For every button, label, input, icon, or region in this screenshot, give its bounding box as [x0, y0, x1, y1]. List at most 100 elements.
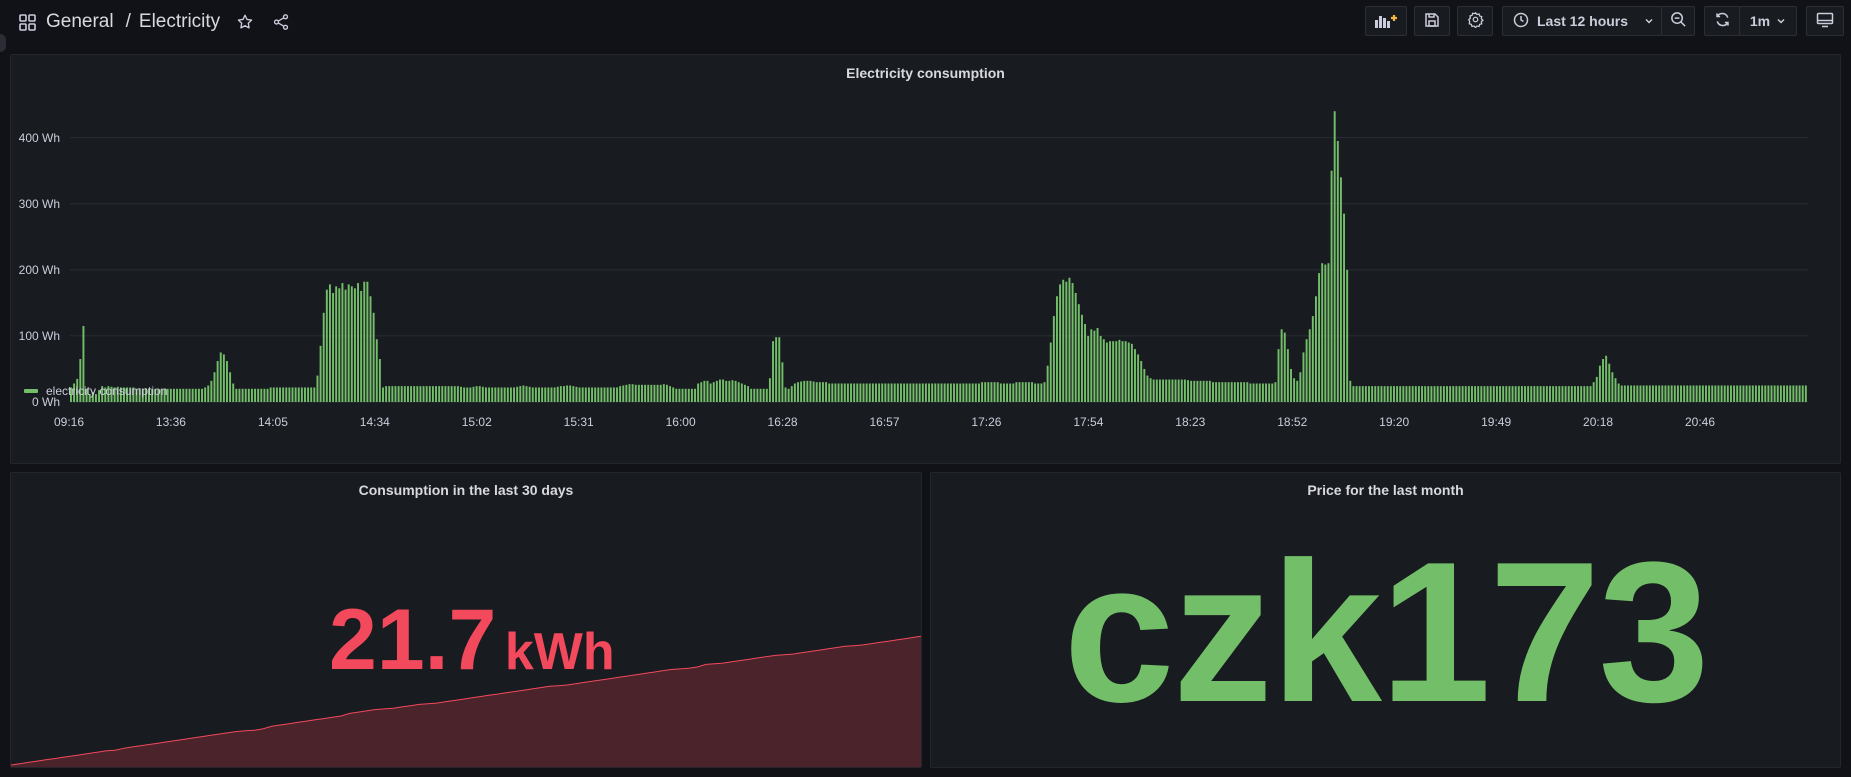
bar: [1368, 386, 1370, 402]
bar: [1779, 385, 1782, 402]
bar: [1018, 382, 1021, 402]
bar: [784, 387, 787, 402]
bar: [1255, 383, 1258, 402]
bar: [341, 283, 344, 402]
breadcrumb-dashboard-title[interactable]: Electricity: [138, 11, 221, 32]
bar: [1149, 378, 1152, 402]
refresh-button[interactable]: [1704, 6, 1740, 36]
bar: [1361, 386, 1364, 402]
bar: [641, 384, 643, 402]
bar: [516, 386, 519, 402]
zoom-out-button[interactable]: [1661, 6, 1695, 36]
bar: [787, 388, 790, 402]
bar: [1552, 386, 1555, 402]
bar: [1065, 281, 1068, 402]
legend-swatch: [24, 389, 38, 393]
bar: [906, 383, 909, 402]
bar: [1236, 382, 1239, 402]
refresh-interval-picker[interactable]: 1m: [1739, 6, 1797, 36]
bar: [91, 392, 94, 402]
bar: [1077, 304, 1080, 402]
bar: [534, 387, 537, 402]
bar: [1424, 386, 1427, 402]
bar: [647, 384, 650, 402]
refresh-interval-label: 1m: [1749, 13, 1771, 29]
tv-mode-button[interactable]: [1806, 6, 1844, 36]
bar: [1623, 385, 1626, 402]
panel-title: Price for the last month: [1307, 482, 1464, 498]
bar: [328, 284, 331, 402]
bar: [1611, 372, 1614, 402]
bar: [868, 383, 871, 402]
bar: [1633, 385, 1636, 402]
bar: [472, 386, 475, 402]
bar: [1792, 385, 1795, 402]
bar: [740, 383, 743, 402]
bar: [637, 384, 640, 402]
bar: [279, 387, 281, 402]
bar: [519, 386, 522, 402]
star-icon[interactable]: [234, 11, 256, 33]
bar: [1021, 382, 1024, 402]
x-tick-label: 18:52: [1277, 415, 1308, 429]
bar: [644, 384, 647, 402]
dashboard-grid-icon[interactable]: [16, 11, 38, 33]
bar: [1592, 382, 1595, 402]
bar: [1499, 386, 1502, 402]
y-tick-label: 300 Wh: [18, 196, 60, 211]
bar: [1006, 383, 1009, 402]
bar: [1386, 386, 1389, 402]
bar: [1589, 386, 1592, 402]
bar: [1040, 383, 1043, 402]
bar: [1155, 379, 1158, 402]
bar: [357, 283, 359, 402]
add-panel-button[interactable]: [1365, 6, 1407, 36]
bar: [1461, 386, 1464, 402]
time-range-picker[interactable]: Last 12 hours: [1502, 6, 1662, 36]
bar: [238, 388, 241, 402]
sparkline-fill: [11, 636, 921, 767]
bar: [1480, 386, 1483, 402]
bar: [553, 387, 556, 402]
bar: [450, 386, 453, 402]
bar: [1764, 385, 1767, 402]
bar: [999, 383, 1002, 402]
bar: [1056, 296, 1058, 402]
dashboard-settings-button[interactable]: [1457, 6, 1493, 36]
bar: [1514, 386, 1517, 402]
bar: [678, 388, 681, 402]
bar: [1227, 382, 1230, 402]
bar: [1439, 386, 1442, 402]
bar: [1786, 385, 1789, 402]
bar: [1130, 343, 1133, 402]
bar: [1729, 385, 1732, 402]
bar: [263, 388, 266, 402]
bar: [1024, 382, 1027, 402]
bar: [1471, 386, 1473, 402]
bar: [1742, 385, 1745, 402]
bar: [1801, 385, 1804, 402]
bar: [1739, 385, 1742, 402]
bar: [1143, 368, 1146, 402]
chart-legend[interactable]: electricity consumption: [24, 384, 167, 398]
bar: [1701, 385, 1704, 402]
save-dashboard-button[interactable]: [1414, 6, 1450, 36]
bar: [1358, 386, 1361, 402]
bar: [1673, 385, 1676, 402]
bar: [113, 387, 116, 402]
sidebar-toggle-handle[interactable]: [0, 34, 6, 52]
bar: [962, 383, 965, 402]
bar: [1714, 385, 1717, 402]
bar: [572, 386, 575, 402]
x-tick-label: 14:05: [257, 415, 288, 429]
bar: [485, 387, 487, 402]
share-icon[interactable]: [270, 11, 292, 33]
bar: [1268, 383, 1271, 402]
breadcrumb-folder[interactable]: General: [46, 11, 114, 32]
bar: [1477, 386, 1480, 402]
bar: [840, 383, 843, 402]
bar: [1059, 284, 1062, 402]
bar: [563, 386, 565, 402]
bar: [509, 387, 512, 402]
bar: [416, 386, 419, 402]
